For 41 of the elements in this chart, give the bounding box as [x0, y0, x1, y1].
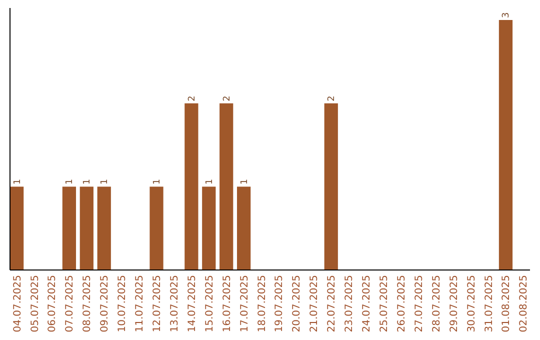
data-label: 1	[152, 178, 162, 185]
data-label: 2	[187, 96, 198, 102]
x-tick-label: 20.07.2025	[292, 275, 303, 332]
data-label: 1	[204, 178, 215, 185]
x-tick-label: 08.07.2025	[82, 275, 94, 332]
data-label: 1	[12, 178, 23, 185]
x-tick-label: 10.07.2025	[117, 275, 128, 332]
x-tick-label: 26.07.2025	[396, 275, 408, 332]
x-tick-label: 31.07.2025	[484, 275, 495, 332]
x-tick-label: 27.07.2025	[414, 275, 425, 332]
data-label: 2	[222, 96, 232, 102]
x-tick-label: 01.08.2025	[501, 275, 512, 332]
x-tick-label: 04.07.2025	[12, 275, 24, 332]
data-label: 1	[100, 178, 110, 185]
x-tick-label: 07.07.2025	[64, 275, 76, 332]
data-label: 1	[82, 178, 93, 185]
x-tick-label: 17.07.2025	[239, 275, 250, 332]
x-tick-label: 16.07.2025	[222, 275, 233, 332]
x-tick-label: 18.07.2025	[256, 275, 268, 332]
x-tick-label: 14.07.2025	[186, 275, 198, 332]
x-tick-label: 12.07.2025	[152, 275, 163, 332]
x-tick-label: 13.07.2025	[169, 275, 180, 332]
x-tick-label: 23.07.2025	[344, 275, 356, 332]
x-tick-label: 05.07.2025	[30, 275, 41, 332]
x-tick-label: 19.07.2025	[274, 275, 286, 332]
x-tick-label: 30.07.2025	[466, 275, 478, 332]
x-tick-label: 11.07.2025	[134, 275, 146, 332]
x-tick-label: 06.07.2025	[47, 275, 58, 332]
x-tick-label: 22.07.2025	[326, 275, 338, 332]
x-tick-label: 15.07.2025	[204, 275, 216, 332]
x-tick-label: 02.08.2025	[518, 275, 530, 332]
x-tick-label: 29.07.2025	[448, 275, 460, 332]
x-tick-label: 21.07.2025	[309, 275, 320, 332]
data-label: 3	[502, 12, 512, 18]
data-label: 1	[65, 178, 76, 185]
x-tick-label: 09.07.2025	[100, 275, 111, 332]
x-tick-label: 25.07.2025	[379, 275, 390, 332]
x-tick-label: 28.07.2025	[431, 275, 442, 332]
data-label: 2	[327, 96, 338, 102]
data-label: 1	[240, 178, 250, 185]
x-tick-label: 24.07.2025	[362, 275, 373, 332]
